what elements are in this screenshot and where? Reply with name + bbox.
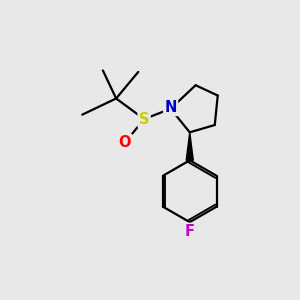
Polygon shape xyxy=(186,132,193,160)
Text: F: F xyxy=(185,224,195,239)
Text: O: O xyxy=(119,135,131,150)
Text: S: S xyxy=(139,112,149,127)
Text: N: N xyxy=(164,100,177,115)
